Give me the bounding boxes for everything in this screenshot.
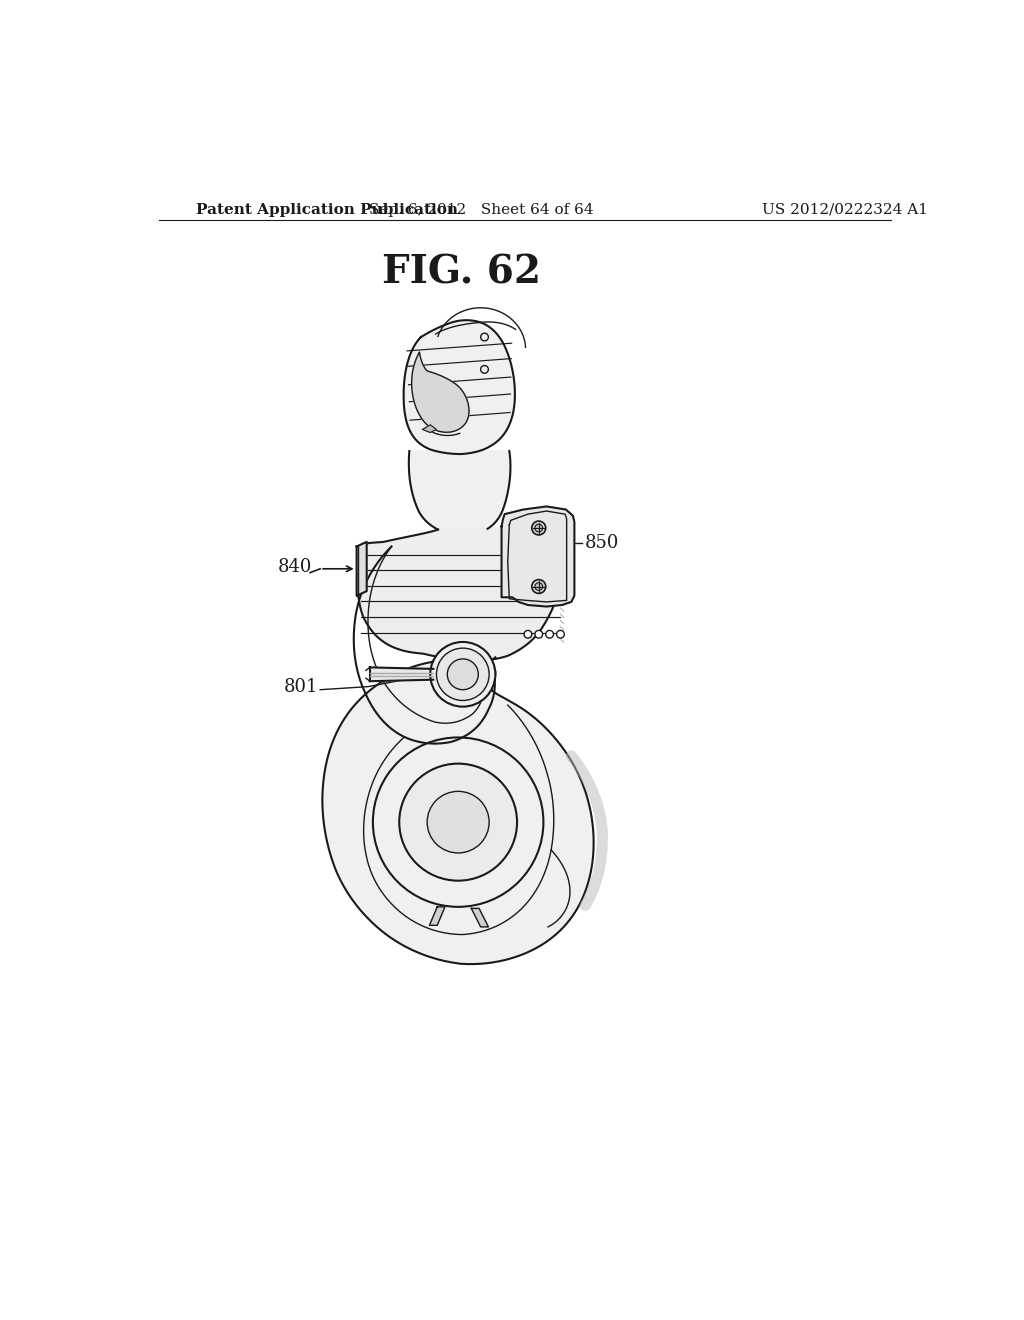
Circle shape — [436, 648, 489, 701]
Circle shape — [546, 562, 557, 573]
Circle shape — [531, 521, 546, 535]
Polygon shape — [429, 907, 445, 925]
Circle shape — [535, 582, 543, 590]
Circle shape — [447, 659, 478, 689]
Polygon shape — [409, 451, 510, 529]
Polygon shape — [370, 668, 433, 681]
Polygon shape — [423, 425, 436, 433]
Polygon shape — [367, 527, 562, 544]
Circle shape — [546, 631, 554, 638]
Circle shape — [427, 792, 489, 853]
Polygon shape — [471, 908, 488, 927]
Polygon shape — [323, 663, 594, 964]
Text: FIG. 62: FIG. 62 — [382, 253, 541, 292]
Circle shape — [546, 591, 557, 603]
Polygon shape — [403, 321, 515, 454]
Circle shape — [557, 631, 564, 638]
Circle shape — [430, 642, 496, 706]
Circle shape — [399, 763, 517, 880]
Circle shape — [531, 579, 546, 594]
Circle shape — [535, 631, 543, 638]
Circle shape — [534, 549, 544, 560]
Text: 801: 801 — [284, 677, 318, 696]
Text: Patent Application Publication: Patent Application Publication — [197, 203, 458, 216]
Text: Sep. 6, 2012   Sheet 64 of 64: Sep. 6, 2012 Sheet 64 of 64 — [369, 203, 594, 216]
Circle shape — [534, 578, 544, 589]
Text: 850: 850 — [586, 535, 620, 552]
Polygon shape — [502, 507, 574, 607]
Polygon shape — [356, 543, 367, 595]
Circle shape — [535, 524, 543, 532]
Text: US 2012/0222324 A1: US 2012/0222324 A1 — [762, 203, 928, 216]
Circle shape — [524, 631, 531, 638]
Polygon shape — [358, 527, 564, 660]
Text: 840: 840 — [279, 557, 312, 576]
Polygon shape — [412, 352, 469, 432]
